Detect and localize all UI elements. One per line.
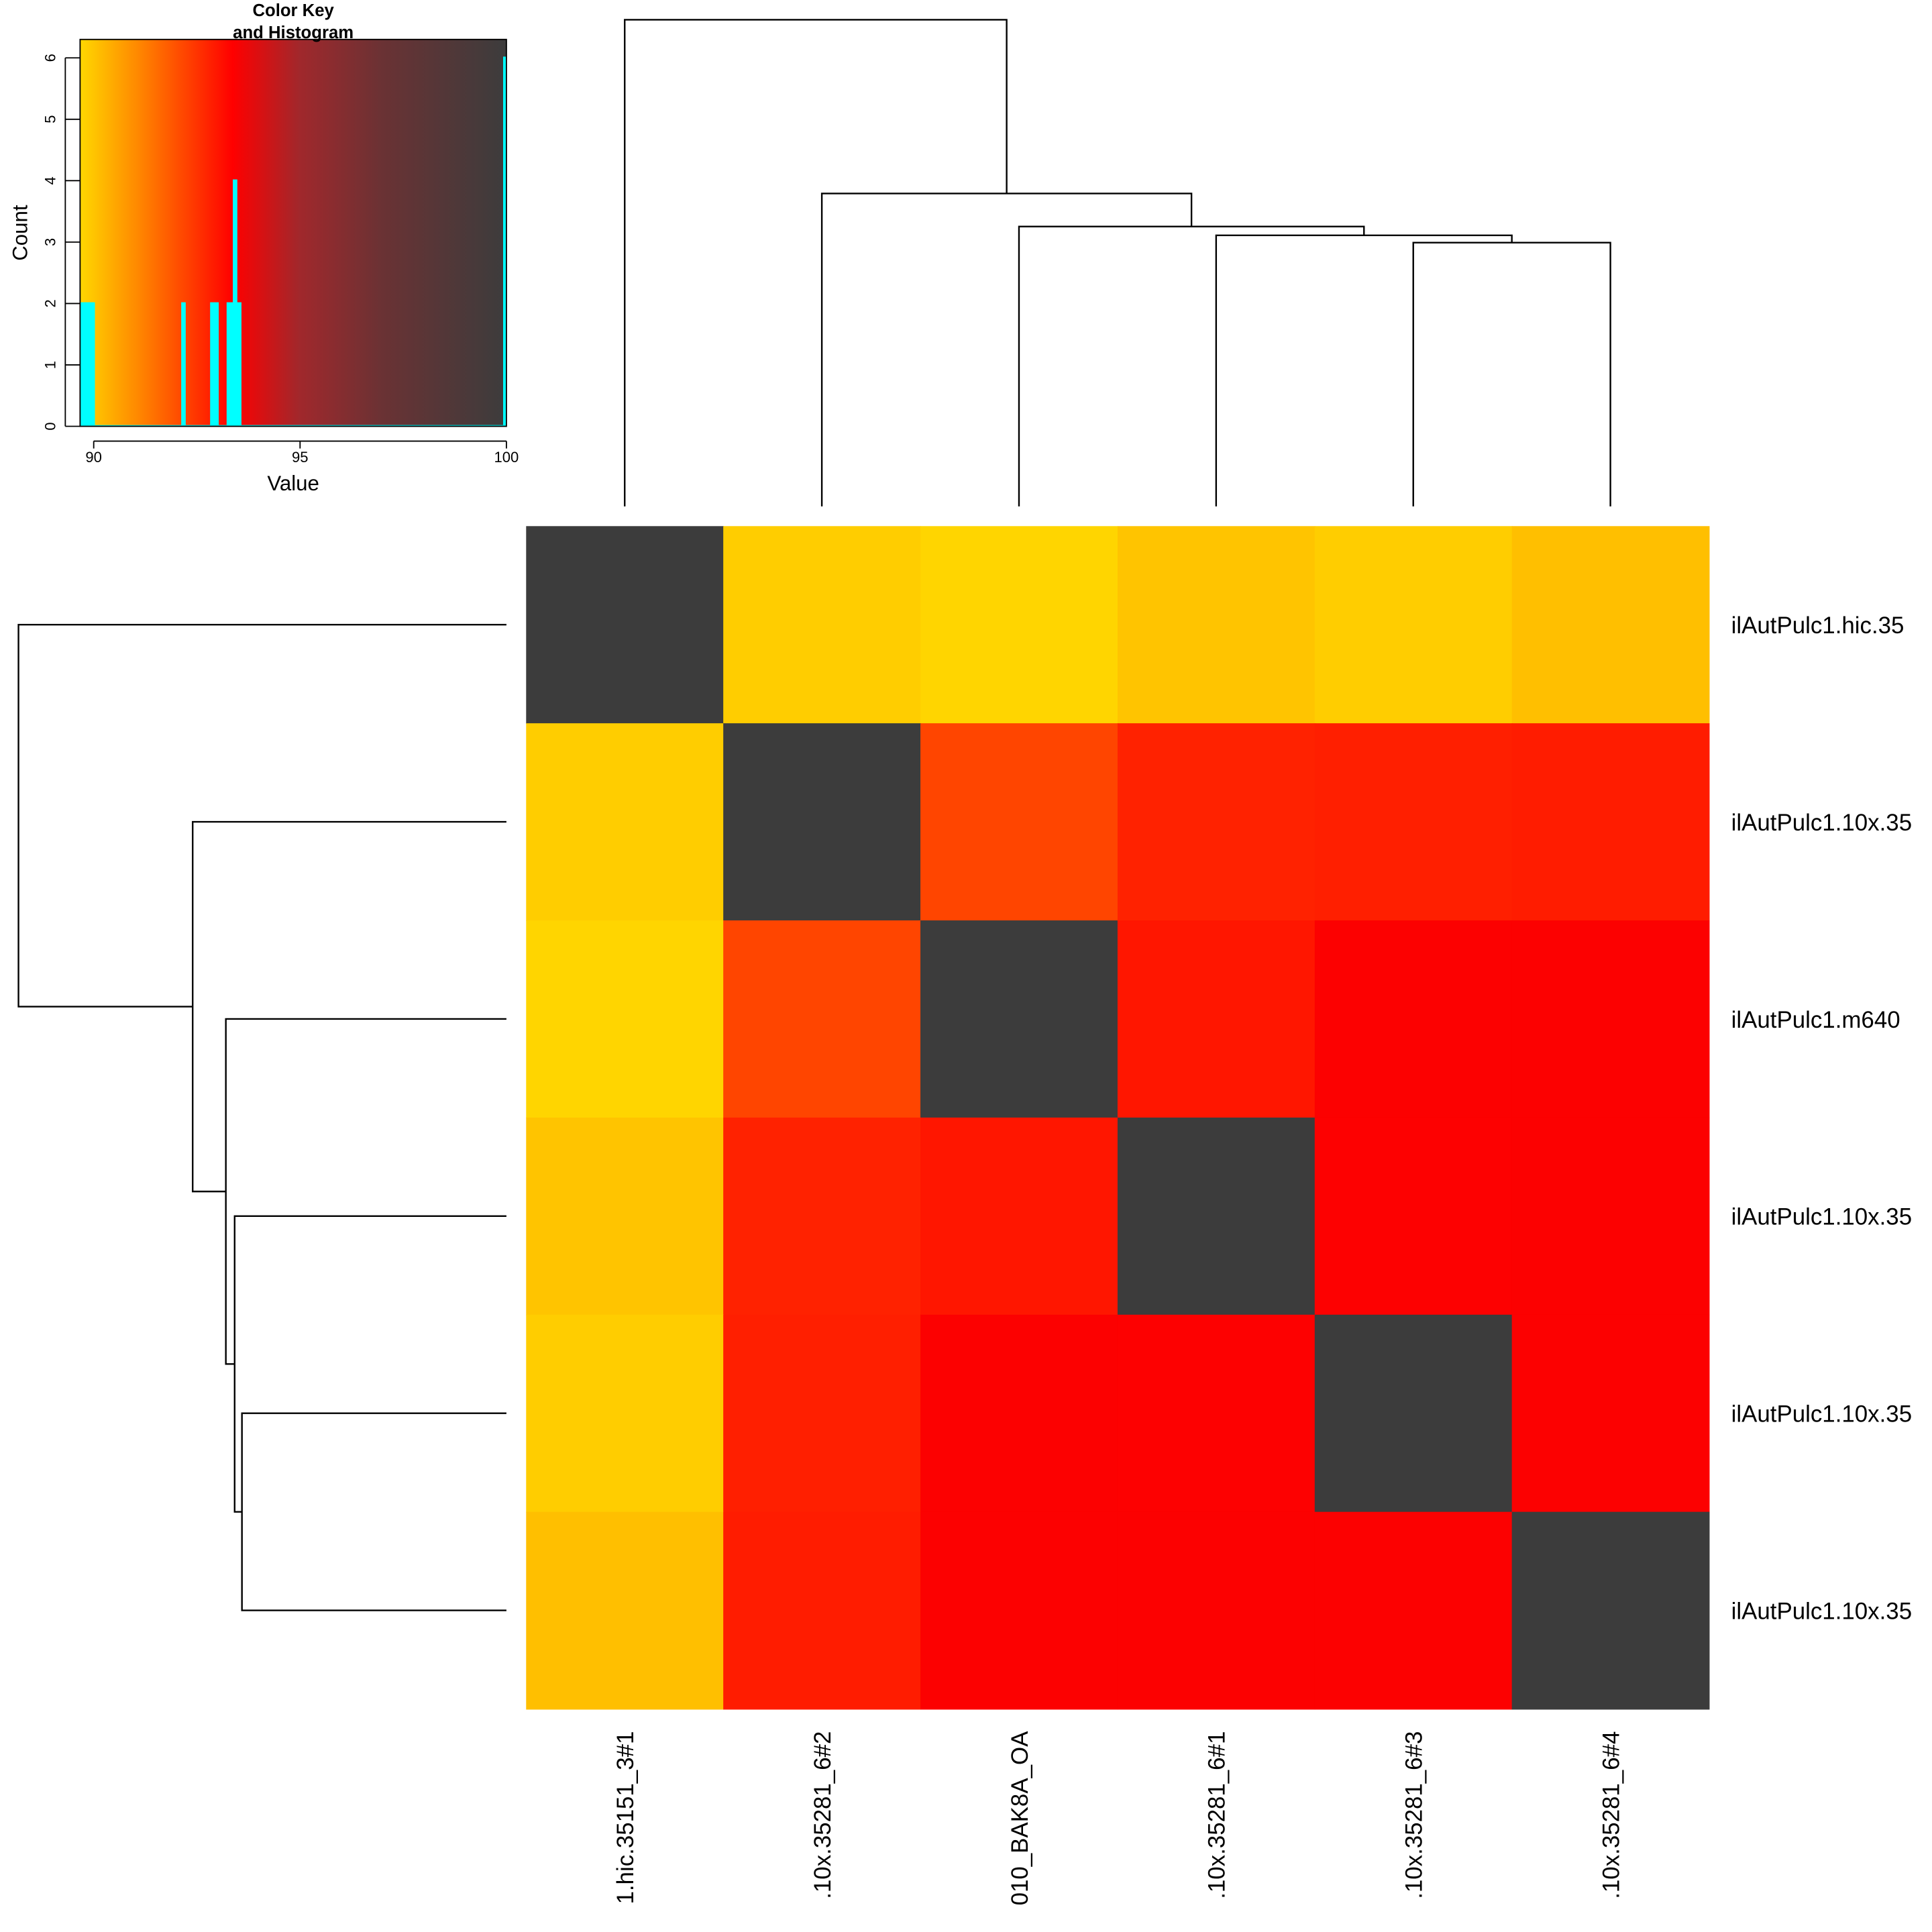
y-tick-label: 0 [42, 422, 59, 430]
heatmap-cell [1314, 920, 1513, 1118]
column-labels: 1.hic.35151_3#1 .10x.35281_6#2 010_BAK8A_O… [612, 1731, 1624, 1906]
row-dendrogram [17, 624, 506, 1611]
color-key-ylabel: Count [8, 205, 32, 261]
heatmap-cell [526, 723, 724, 921]
column-label: 1.hic.35151_3#1 [612, 1731, 639, 1904]
heatmap-cell [1511, 526, 1710, 724]
x-tick-label: 90 [85, 449, 102, 466]
heatmap-cell [1117, 1314, 1316, 1513]
heatmap-cell [1117, 723, 1316, 921]
dendrogram-branch [1412, 241, 1611, 506]
heatmap-cell [1314, 1117, 1513, 1316]
color-key-gradient [80, 39, 506, 427]
heatmap-cell [526, 920, 724, 1118]
column-label: .10x.35281_6#4 [1598, 1731, 1624, 1899]
heatmap-cell [1511, 920, 1710, 1118]
row-label: ilAutPulc1.hic.35 [1731, 612, 1904, 639]
heatmap-cell [1511, 1511, 1710, 1710]
column-label: .10x.35281_6#2 [810, 1731, 836, 1899]
color-key-xlabel: Value [267, 472, 319, 495]
heatmap-cell [1314, 526, 1513, 724]
y-tick-label: 1 [42, 361, 59, 369]
heatmap-cell [723, 1117, 921, 1316]
row-labels: ilAutPulc1.hic.35 ilAutPulc1.10x.35 ilAutP… [1731, 612, 1912, 1624]
histogram-bar [233, 179, 237, 427]
heatmap-cell [723, 526, 921, 724]
dendrogram-branch [233, 1215, 506, 1513]
y-tick-label: 6 [42, 54, 59, 62]
heatmap-cell [920, 1314, 1118, 1513]
histogram-bar [237, 302, 241, 427]
heatmap-cell [723, 1511, 921, 1710]
dendrogram-branch [241, 1412, 506, 1611]
heatmap-cell [1314, 1314, 1513, 1513]
heatmap-cell [1511, 723, 1710, 921]
dendrogram-branch [17, 624, 506, 1008]
y-tick-label: 3 [42, 238, 59, 246]
heatmap-cell [1314, 1511, 1513, 1710]
row-label: ilAutPulc1.10x.35 [1731, 810, 1912, 836]
heatmap-cell [1117, 526, 1316, 724]
heatmap-cell [723, 920, 921, 1118]
color-key-axes: 90 95 100 0 1 2 3 4 5 6 [42, 54, 519, 466]
heatmap-cell [723, 1314, 921, 1513]
y-tick-label: 4 [42, 176, 59, 184]
heatmap-cell [723, 723, 921, 921]
heatmap-cell [920, 920, 1118, 1118]
row-label: ilAutPulc1.10x.35 [1731, 1598, 1912, 1624]
x-tick-label: 95 [292, 449, 309, 466]
heatmap-cell [526, 1117, 724, 1316]
dendrogram-branch [1215, 234, 1513, 506]
dendrogram-branch [225, 1018, 506, 1365]
heatmap-cell [1117, 1117, 1316, 1316]
dendrogram-branch [624, 19, 1008, 506]
row-label: ilAutPulc1.m640 [1731, 1007, 1900, 1033]
color-key-title-line2: and Histogram [233, 23, 354, 42]
histogram-bar [81, 303, 94, 427]
heatmap-cell [526, 526, 724, 724]
color-key-frame [79, 38, 507, 427]
heatmap-cell [920, 1511, 1118, 1710]
dendrogram-branch [1018, 225, 1365, 506]
row-label: ilAutPulc1.10x.35 [1731, 1204, 1912, 1230]
column-dendrogram [624, 19, 1611, 506]
histogram-bar [181, 302, 186, 427]
heatmap-cell [526, 1314, 724, 1513]
histogram-bar [214, 302, 219, 427]
x-tick-label: 100 [494, 449, 519, 466]
column-label: .10x.35281_6#1 [1204, 1731, 1230, 1899]
heatmap-cells [526, 526, 1710, 1710]
dendrogram-branch [820, 193, 1193, 506]
heatmap-cell [1314, 723, 1513, 921]
heatmap-cell [1117, 1511, 1316, 1710]
histogram-bar [226, 302, 231, 427]
y-tick-label: 5 [42, 115, 59, 123]
heatmap-cell [920, 526, 1118, 724]
color-key-title-line1: Color Key [252, 1, 334, 20]
heatmap-cell [1117, 920, 1316, 1118]
row-label: ilAutPulc1.10x.35 [1731, 1401, 1912, 1428]
column-label: 010_BAK8A_OA [1007, 1731, 1033, 1906]
y-tick-label: 2 [42, 299, 59, 307]
column-label: .10x.35281_6#3 [1401, 1731, 1428, 1899]
heatmap-cell [920, 723, 1118, 921]
heatmap-cell [1511, 1314, 1710, 1513]
dendrogram-branch [192, 820, 506, 1193]
heatmap-cell [1511, 1117, 1710, 1316]
heatmap-cell [920, 1117, 1118, 1316]
color-key: 90 95 100 0 1 2 3 4 5 6 Color Key and Histogram V… [8, 1, 519, 495]
histogram-bar [210, 302, 215, 427]
heatmap-cell [526, 1511, 724, 1710]
